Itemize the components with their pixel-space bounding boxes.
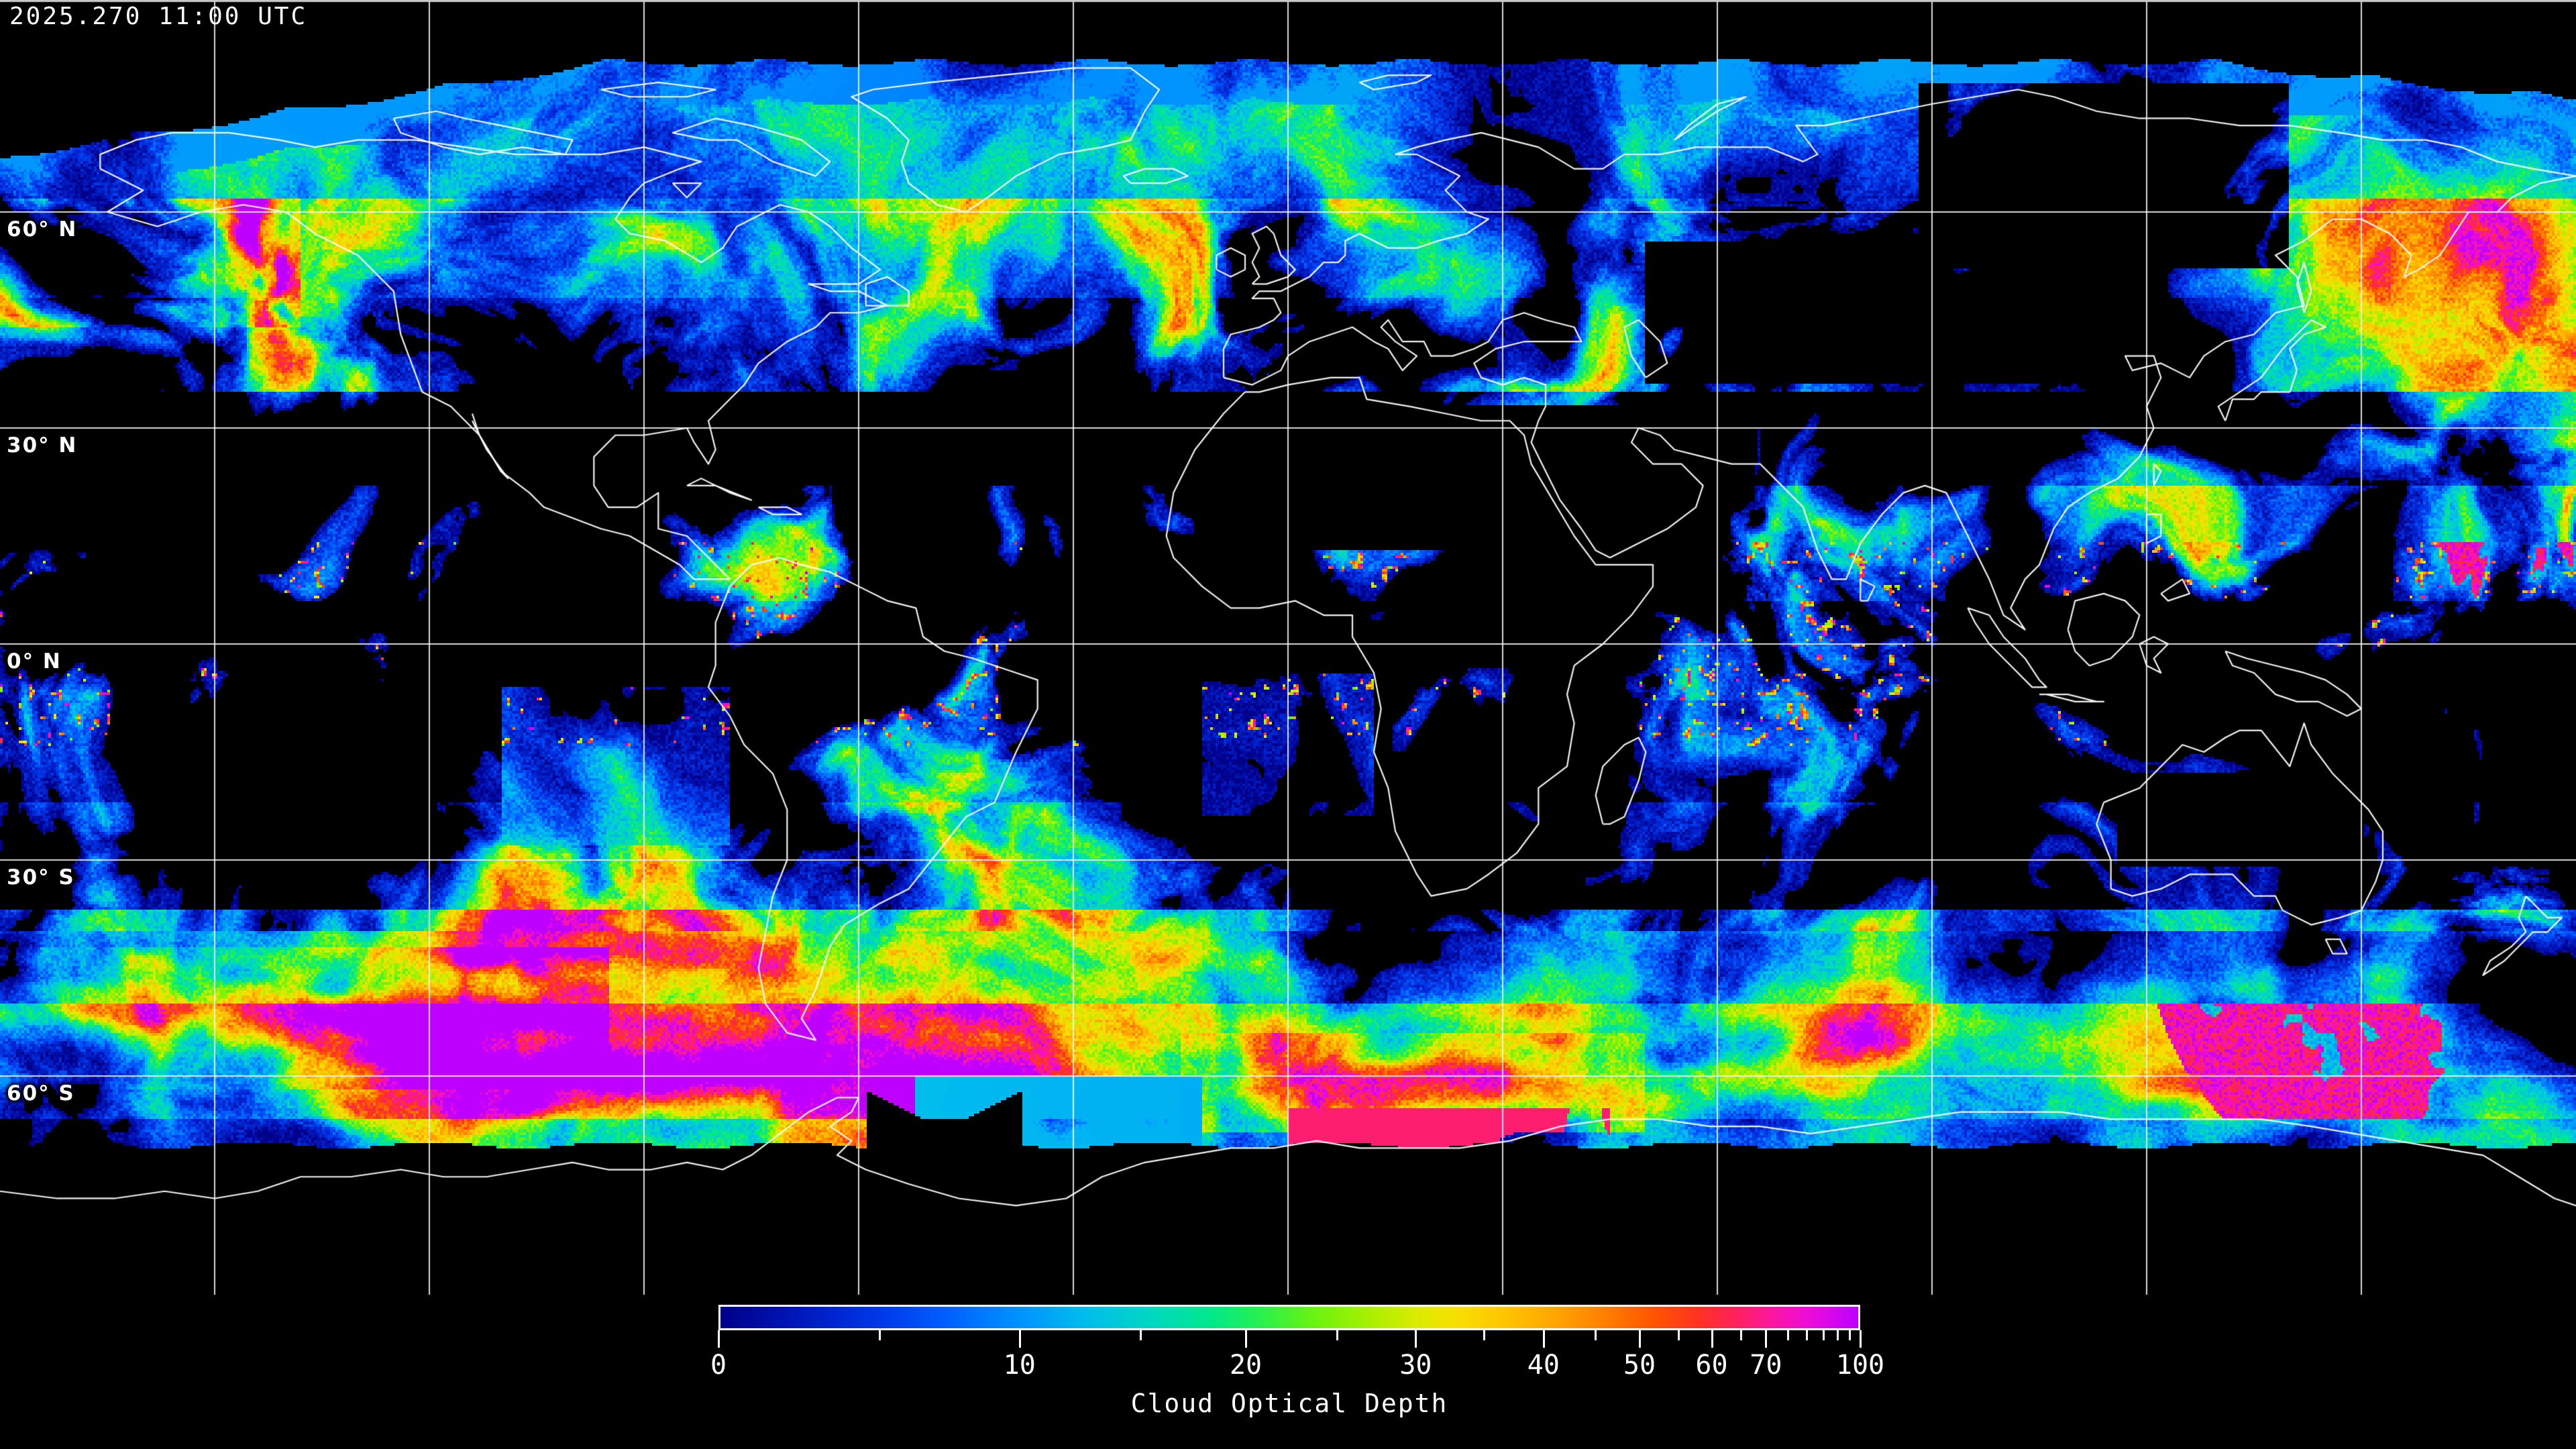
colorbar-major-tick	[1765, 1330, 1768, 1348]
coastline-graticule-canvas	[0, 0, 2576, 1296]
colorbar-minor-tick	[1677, 1330, 1680, 1340]
colorbar-tick-label: 20	[1229, 1350, 1263, 1381]
colorbar-minor-tick	[879, 1330, 881, 1340]
colorbar-minor-tick	[1822, 1330, 1825, 1340]
colorbar-tick-label: 70	[1750, 1350, 1782, 1381]
colorbar-minor-tick	[1849, 1330, 1851, 1340]
colorbar-tick-label: 60	[1695, 1350, 1728, 1381]
colorbar-major-tick	[718, 1330, 720, 1348]
colorbar-tick-label: 10	[1003, 1350, 1036, 1381]
colorbar-minor-tick	[1483, 1330, 1486, 1340]
colorbar-major-tick	[1638, 1330, 1641, 1348]
colorbar-major-tick	[1244, 1330, 1247, 1348]
colorbar-minor-tick	[1836, 1330, 1839, 1340]
timestamp-label: 2025.270 11:00 UTC	[9, 3, 308, 30]
colorbar-tick-label: 50	[1623, 1350, 1656, 1381]
colorbar-tick-label: 100	[1835, 1350, 1885, 1381]
colorbar-minor-tick	[1140, 1330, 1142, 1340]
colorbar-title: Cloud Optical Depth	[1130, 1389, 1448, 1418]
lat-label-0n: 0° N	[7, 649, 62, 674]
colorbar-gradient	[718, 1305, 1860, 1330]
colorbar-minor-tick	[1594, 1330, 1597, 1340]
lat-label-30n: 30° N	[7, 433, 78, 458]
colorbar-tick-label: 40	[1527, 1350, 1560, 1381]
colorbar-major-tick	[1711, 1330, 1713, 1348]
colorbar-minor-tick	[1739, 1330, 1742, 1340]
colorbar-major-tick	[1018, 1330, 1021, 1348]
lat-label-60n: 60° N	[7, 217, 78, 241]
colorbar-minor-tick	[1806, 1330, 1809, 1340]
colorbar-major-tick	[1860, 1330, 1862, 1348]
colorbar-tick-label: 30	[1399, 1350, 1432, 1381]
colorbar-minor-tick	[1336, 1330, 1338, 1340]
colorbar-minor-tick	[1786, 1330, 1789, 1340]
colorbar-tick-label: 0	[710, 1350, 727, 1381]
colorbar-major-tick	[1415, 1330, 1417, 1348]
lat-label-60s: 60° S	[7, 1081, 75, 1106]
colorbar-major-tick	[1542, 1330, 1545, 1348]
lat-label-30s: 30° S	[7, 865, 75, 890]
